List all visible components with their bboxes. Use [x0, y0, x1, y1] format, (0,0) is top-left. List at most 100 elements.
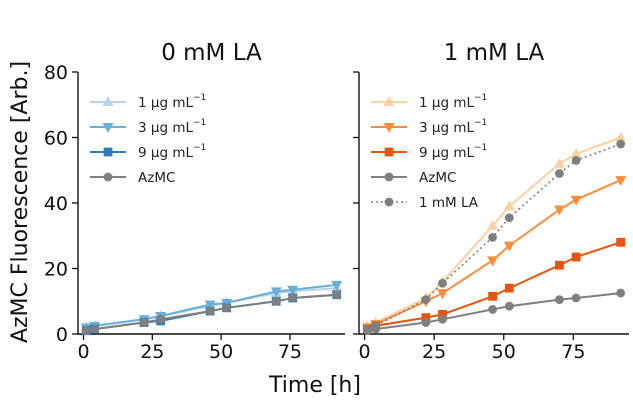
series-azmc	[81, 290, 342, 336]
data-point	[271, 296, 281, 306]
data-point	[81, 326, 91, 336]
y-axis-label: AzMC Fluorescence [Arb.]	[8, 61, 33, 343]
x-tick-label: 25	[140, 341, 164, 363]
x-tick-label: 50	[492, 341, 516, 363]
y-tick-label: 60	[44, 128, 68, 150]
data-point	[488, 305, 498, 314]
legend-item: 3 μg mL−1	[371, 118, 487, 136]
data-point	[616, 139, 626, 149]
y-tick-label: 20	[44, 259, 68, 281]
legend-item: 3 μg mL−1	[90, 118, 206, 136]
x-tick-label: 50	[209, 341, 233, 363]
data-point	[571, 156, 581, 165]
legend-exponent: −1	[474, 118, 487, 128]
legend-item: AzMC	[371, 170, 456, 186]
legend-label: AzMC	[138, 170, 175, 186]
legend-exponent: −1	[193, 93, 206, 103]
data-point	[504, 213, 514, 223]
data-point	[487, 256, 499, 267]
data-point	[553, 205, 565, 216]
x-tick-label: 0	[359, 341, 371, 363]
y-tick-label: 0	[56, 324, 68, 346]
data-point	[90, 324, 99, 334]
legend-marker	[383, 123, 395, 133]
data-point	[487, 219, 499, 230]
legend-exponent: −1	[193, 118, 206, 128]
data-point	[503, 200, 515, 211]
data-point	[438, 314, 447, 324]
data-point	[571, 293, 581, 303]
data-point	[287, 285, 299, 296]
data-point	[570, 147, 582, 158]
panel-title: 1 mM LA	[444, 40, 545, 66]
data-point	[488, 291, 498, 301]
data-point	[504, 283, 514, 293]
y-tick-label: 40	[44, 193, 68, 215]
legend-marker	[103, 147, 113, 157]
data-point	[421, 318, 431, 327]
data-point	[503, 241, 515, 252]
legend-marker	[383, 96, 395, 106]
x-tick-label: 0	[77, 341, 89, 363]
data-point	[504, 301, 514, 311]
series-azmc	[362, 288, 626, 336]
legend-marker	[384, 197, 394, 207]
series-1-mm-la	[362, 139, 626, 334]
data-point	[553, 157, 565, 168]
data-point	[615, 131, 627, 142]
data-point	[570, 195, 582, 206]
data-point	[222, 303, 232, 313]
legend: 1 μg mL−1 3 μg mL−1 9 μg mL−1 AzMC	[90, 93, 206, 186]
series-9-μg-ml	[362, 237, 626, 334]
data-point	[438, 278, 447, 288]
legend-label: 9 μg mL−1	[419, 143, 487, 161]
data-point	[288, 293, 298, 303]
legend-item: 9 μg mL−1	[90, 143, 206, 161]
legend-item: AzMC	[90, 170, 175, 186]
data-point	[438, 309, 447, 319]
data-point	[204, 300, 216, 311]
x-tick-label: 25	[422, 341, 446, 363]
data-point	[616, 237, 626, 247]
legend-label: 3 μg mL−1	[138, 118, 206, 136]
panel-1: 0 mM LA 0 25 50 75 0 20 40 60 80 1 μg mL−1 3 μg mL−…	[44, 40, 345, 363]
data-point	[362, 324, 372, 334]
legend-marker	[384, 147, 394, 157]
legend-item: 1 μg mL−1	[371, 93, 487, 111]
legend-marker	[384, 172, 394, 182]
legend-item: 9 μg mL−1	[371, 143, 487, 161]
y-tick-label: 80	[44, 62, 68, 84]
x-axis-label: Time [h]	[268, 373, 361, 398]
data-point	[571, 252, 581, 262]
data-point	[156, 314, 165, 324]
legend-marker	[102, 96, 114, 106]
data-point	[331, 280, 343, 291]
data-point	[488, 232, 498, 242]
data-point	[139, 318, 149, 327]
data-point	[616, 288, 626, 298]
legend-label: 1 mM LA	[419, 195, 479, 211]
data-point	[615, 176, 627, 187]
legend-item: 1 mM LA	[371, 195, 479, 211]
legend-exponent: −1	[193, 143, 206, 153]
legend-label: 1 μg mL−1	[419, 93, 487, 111]
legend-exponent: −1	[474, 143, 487, 153]
data-point	[371, 321, 381, 331]
x-tick-label: 75	[278, 341, 302, 363]
legend-marker	[103, 172, 113, 182]
legend-item: 1 μg mL−1	[90, 93, 206, 111]
panel-title: 0 mM LA	[161, 40, 262, 66]
data-point	[555, 295, 564, 305]
data-point	[332, 290, 342, 300]
data-point	[555, 260, 564, 270]
data-point	[421, 295, 431, 305]
series-line	[367, 241, 621, 331]
chart-panels: 0 mM LA 0 25 50 75 0 20 40 60 80 1 μg mL−1 3 μg mL−…	[44, 40, 629, 363]
legend-label: 9 μg mL−1	[138, 143, 206, 161]
panel-2: 1 mM LA 0 25 50 75 1 μg mL−1 3 μg mL−1 9 μg mL−…	[353, 40, 629, 363]
data-point	[421, 313, 431, 323]
legend-label: 3 μg mL−1	[419, 118, 487, 136]
data-point	[555, 169, 564, 178]
x-tick-label: 75	[561, 341, 585, 363]
